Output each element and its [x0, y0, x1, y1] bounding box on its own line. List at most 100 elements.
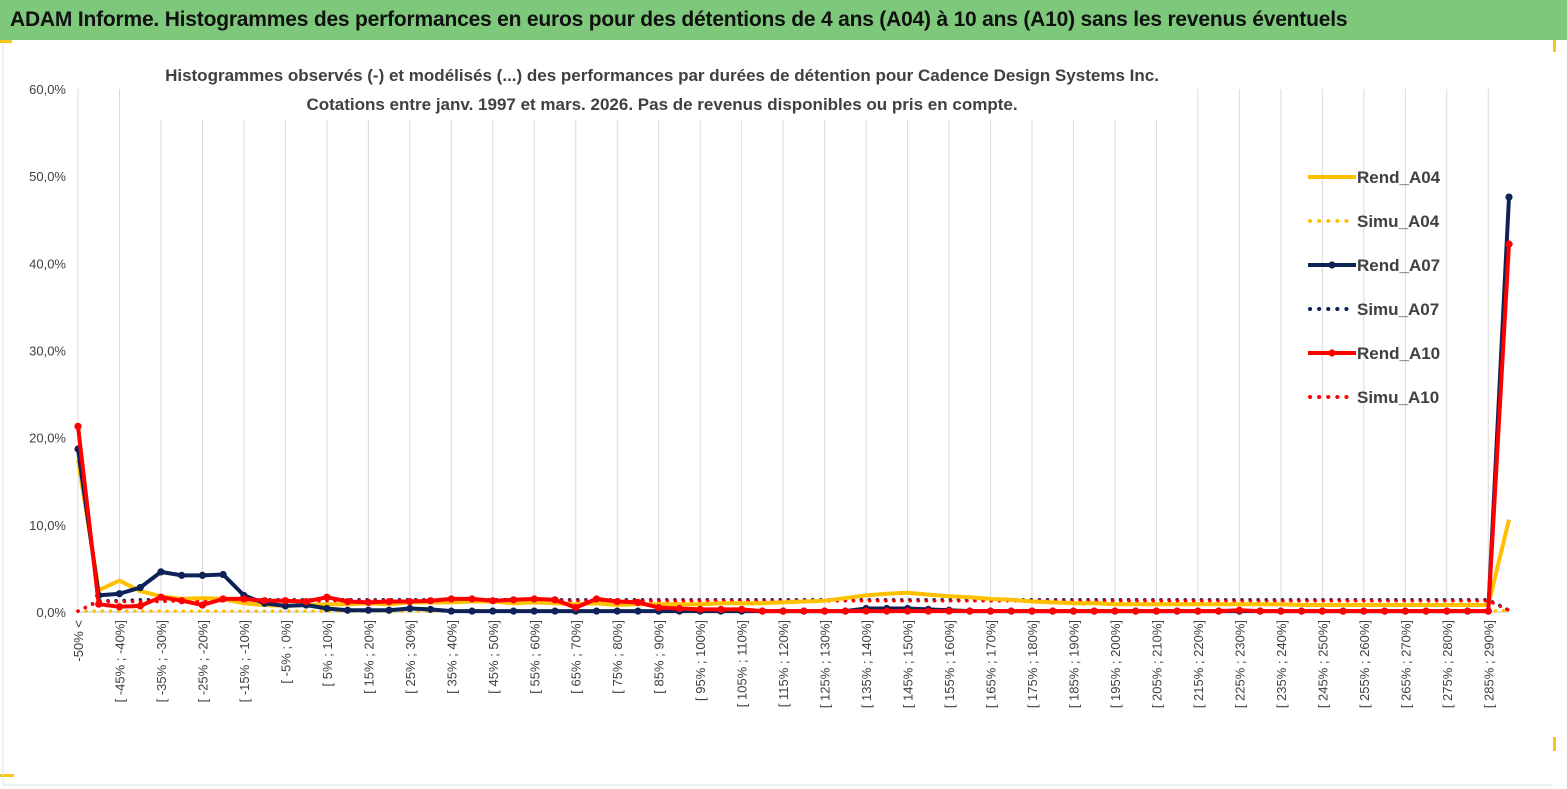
y-tick-label: 50,0% — [29, 169, 66, 184]
x-tick-label: [ 45% ; 50%] — [486, 620, 501, 694]
y-tick-label: 60,0% — [29, 82, 66, 97]
legend-label: Rend_A07 — [1357, 256, 1440, 275]
x-tick-label: [ 65% ; 70%] — [569, 620, 584, 694]
data-point — [862, 607, 870, 615]
data-point — [74, 422, 82, 430]
legend-item-Simu_A04[interactable]: Simu_A04 — [1308, 212, 1440, 231]
x-tick-label: [ 225% ; 230%] — [1232, 620, 1247, 708]
data-point — [364, 606, 372, 614]
x-tick-label: [ -45% ; -40%] — [112, 620, 127, 702]
data-point — [986, 607, 995, 615]
x-tick-label: [ 125% ; 130%] — [818, 620, 833, 708]
series — [74, 193, 1513, 615]
data-point — [530, 607, 538, 615]
data-point — [592, 607, 601, 615]
data-point — [157, 568, 165, 576]
x-tick-label: [ 115% ; 120%] — [776, 620, 791, 707]
x-tick-label: [ 5% ; 10%] — [320, 620, 335, 686]
chart-title: Histogrammes observés (-) et modélisés (… — [150, 54, 1180, 120]
series-Rend_A04 — [76, 459, 1511, 608]
data-point — [738, 605, 746, 613]
data-point — [323, 593, 331, 601]
data-point — [1401, 607, 1409, 615]
data-point — [1069, 607, 1078, 615]
series-Rend_A10 — [74, 240, 1513, 615]
legend-item-Rend_A04[interactable]: Rend_A04 — [1308, 168, 1441, 187]
data-point — [717, 605, 725, 613]
data-point — [509, 596, 518, 604]
gridlines — [77, 89, 1489, 612]
data-point — [1215, 607, 1223, 615]
series-Rend_A07 — [74, 193, 1513, 615]
x-tick-label: [ 35% ; 40%] — [444, 620, 459, 694]
data-point — [1256, 607, 1264, 615]
data-point — [613, 597, 621, 606]
legend: Rend_A04 Simu_A04 Rend_A07 Simu_A07 Rend_A10… — [1308, 168, 1441, 407]
y-tick-label: 30,0% — [29, 344, 66, 359]
report-title-bar: ADAM Informe. Histogrammes des performan… — [0, 0, 1567, 40]
legend-marker — [1328, 349, 1336, 357]
data-point — [945, 607, 953, 615]
x-tick-label: [ 285% ; 290%] — [1481, 620, 1496, 708]
x-tick-label: [ 235% ; 240%] — [1274, 620, 1289, 708]
data-point — [364, 598, 372, 607]
chart: Histogrammes observés (-) et modélisés (… — [0, 40, 1556, 786]
legend-label: Simu_A04 — [1357, 212, 1440, 231]
data-point — [1028, 607, 1036, 615]
data-point — [1090, 607, 1098, 615]
data-point — [198, 571, 207, 579]
y-tick-label: 10,0% — [29, 518, 66, 533]
data-point — [468, 607, 476, 615]
legend-item-Rend_A10[interactable]: Rend_A10 — [1308, 344, 1440, 363]
x-tick-label: [ 165% ; 170%] — [984, 620, 999, 708]
legend-item-Simu_A10[interactable]: Simu_A10 — [1308, 388, 1439, 407]
data-point — [115, 603, 124, 611]
data-point — [1277, 607, 1285, 615]
series-line — [76, 459, 1511, 608]
x-tick-label: [ 255% ; 260%] — [1357, 620, 1372, 708]
x-tick-label: [ -15% ; -10%] — [237, 620, 252, 702]
data-point — [634, 607, 642, 615]
data-point — [447, 607, 455, 615]
data-point — [1194, 607, 1202, 615]
data-point — [1443, 607, 1451, 615]
data-point — [281, 597, 289, 605]
x-tick-label: [ 85% ; 90%] — [652, 620, 667, 694]
data-point — [240, 595, 248, 603]
data-point — [447, 595, 455, 603]
data-point — [613, 607, 621, 615]
data-point — [509, 607, 518, 615]
series-line — [76, 197, 1511, 614]
data-point — [115, 590, 124, 598]
data-point — [655, 604, 663, 612]
data-point — [198, 601, 207, 609]
data-point — [95, 600, 103, 608]
data-point — [1463, 607, 1472, 615]
data-point — [406, 597, 414, 606]
legend-item-Rend_A07[interactable]: Rend_A07 — [1308, 256, 1440, 275]
x-tick-label: [ 25% ; 30%] — [403, 620, 418, 694]
data-point — [489, 597, 497, 605]
data-point — [551, 596, 559, 604]
data-point — [1484, 607, 1492, 615]
data-point — [344, 597, 352, 606]
data-point — [426, 597, 435, 605]
x-tick-label: [ -25% ; -20%] — [195, 620, 210, 702]
y-tick-label: 0,0% — [36, 605, 66, 620]
data-point — [1422, 607, 1430, 615]
data-point — [675, 604, 684, 613]
data-point — [634, 598, 642, 607]
x-tick-label: [ 55% ; 60%] — [527, 620, 542, 694]
data-point — [468, 595, 476, 603]
x-tick-label: [ 145% ; 150%] — [901, 620, 916, 708]
data-point — [385, 606, 393, 614]
frame-accents — [0, 40, 1556, 786]
data-point — [1235, 606, 1243, 614]
series-line — [76, 244, 1511, 614]
x-tick-label: [ 185% ; 190%] — [1066, 620, 1081, 708]
legend-label: Simu_A07 — [1357, 300, 1439, 319]
data-point — [758, 607, 766, 615]
legend-item-Simu_A07[interactable]: Simu_A07 — [1308, 300, 1439, 319]
data-point — [1505, 193, 1513, 201]
data-point — [800, 607, 808, 615]
